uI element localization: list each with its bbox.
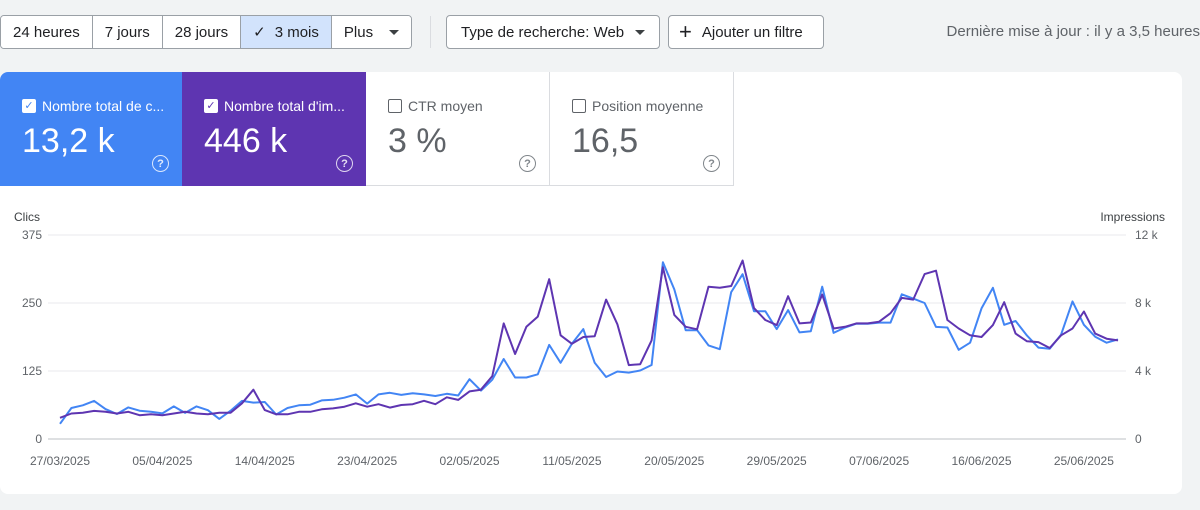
y-right-ticks: 12 k 8 k 4 k 0 bbox=[1135, 228, 1159, 446]
x-tick-label: 07/06/2025 bbox=[849, 454, 909, 468]
metric-tile-clicks[interactable]: ✓ Nombre total de c... 13,2 k ? bbox=[0, 72, 182, 186]
toolbar-divider bbox=[430, 16, 431, 48]
help-icon[interactable]: ? bbox=[152, 155, 169, 172]
toolbar: 24 heures 7 jours 28 jours ✓ 3 mois Plus … bbox=[0, 15, 1200, 49]
y-left-tick-label: 375 bbox=[22, 228, 42, 242]
x-tick-label: 14/04/2025 bbox=[235, 454, 295, 468]
add-filter-button[interactable]: + Ajouter un filtre bbox=[668, 15, 824, 49]
plus-icon: + bbox=[679, 19, 692, 44]
help-icon[interactable]: ? bbox=[519, 155, 536, 172]
metric-tile-position[interactable]: Position moyenne 16,5 ? bbox=[550, 72, 734, 186]
performance-chart[interactable]: 375 250 125 0 12 k 8 k 4 k 0 27/03/2025 05/04/2… bbox=[0, 224, 1182, 474]
date-range-selector: 24 heures 7 jours 28 jours ✓ 3 mois Plus bbox=[0, 15, 413, 49]
search-type-dropdown[interactable]: Type de recherche: Web bbox=[446, 15, 660, 49]
x-tick-label: 23/04/2025 bbox=[337, 454, 397, 468]
y-left-tick-label: 0 bbox=[35, 432, 42, 446]
range-28d-button[interactable]: 28 jours bbox=[162, 16, 242, 48]
range-3m-button[interactable]: ✓ 3 mois bbox=[241, 16, 332, 48]
y-right-tick-label: 12 k bbox=[1135, 228, 1159, 242]
last-update-text: Dernière mise à jour : il y a 3,5 heures bbox=[946, 23, 1200, 40]
y-left-axis-title: Clics bbox=[14, 210, 40, 224]
y-left-ticks: 375 250 125 0 bbox=[22, 228, 42, 446]
metric-label: CTR moyen bbox=[408, 98, 483, 114]
range-7d-button[interactable]: 7 jours bbox=[92, 16, 163, 48]
y-right-tick-label: 4 k bbox=[1135, 364, 1152, 378]
x-tick-label: 29/05/2025 bbox=[747, 454, 807, 468]
x-tick-label: 25/06/2025 bbox=[1054, 454, 1114, 468]
metric-value: 446 k bbox=[204, 122, 288, 160]
y-left-tick-label: 125 bbox=[22, 364, 42, 378]
chart-grid bbox=[48, 234, 1126, 440]
checkbox-unchecked-icon[interactable] bbox=[388, 99, 402, 113]
x-tick-label: 02/05/2025 bbox=[440, 454, 500, 468]
help-icon[interactable]: ? bbox=[703, 155, 720, 172]
metric-label: Position moyenne bbox=[592, 98, 704, 114]
x-tick-label: 27/03/2025 bbox=[30, 454, 90, 468]
range-more-button[interactable]: Plus bbox=[331, 16, 412, 48]
clicks-series-line bbox=[59, 261, 1119, 425]
series-lines bbox=[59, 259, 1119, 425]
performance-card: ✓ Nombre total de c... 13,2 k ? ✓ Nombre t… bbox=[0, 72, 1182, 494]
checkbox-unchecked-icon[interactable] bbox=[572, 99, 586, 113]
metric-tile-ctr[interactable]: CTR moyen 3 % ? bbox=[366, 72, 550, 186]
dropdown-caret-icon bbox=[635, 29, 645, 35]
metric-value: 16,5 bbox=[572, 122, 639, 160]
x-tick-label: 05/04/2025 bbox=[132, 454, 192, 468]
y-right-tick-label: 0 bbox=[1135, 432, 1142, 446]
metric-label: Nombre total d'im... bbox=[224, 98, 345, 114]
range-24h-button[interactable]: 24 heures bbox=[1, 16, 93, 48]
metric-label: Nombre total de c... bbox=[42, 98, 165, 114]
impressions-series-line bbox=[59, 259, 1119, 419]
x-tick-label: 11/05/2025 bbox=[542, 454, 601, 468]
metric-value: 3 % bbox=[388, 122, 447, 160]
x-ticks: 27/03/2025 05/04/2025 14/04/2025 23/04/2025… bbox=[30, 454, 1114, 468]
help-icon[interactable]: ? bbox=[336, 155, 353, 172]
y-left-tick-label: 250 bbox=[22, 296, 42, 310]
dropdown-caret-icon bbox=[389, 29, 400, 35]
x-tick-label: 20/05/2025 bbox=[644, 454, 704, 468]
checkbox-checked-icon[interactable]: ✓ bbox=[22, 99, 36, 113]
y-right-tick-label: 8 k bbox=[1135, 296, 1152, 310]
x-tick-label: 16/06/2025 bbox=[951, 454, 1011, 468]
metric-value: 13,2 k bbox=[22, 122, 115, 160]
checkbox-checked-icon[interactable]: ✓ bbox=[204, 99, 218, 113]
metric-tile-impressions[interactable]: ✓ Nombre total d'im... 446 k ? bbox=[182, 72, 366, 186]
y-right-axis-title: Impressions bbox=[1100, 210, 1165, 224]
check-icon: ✓ bbox=[253, 24, 266, 41]
